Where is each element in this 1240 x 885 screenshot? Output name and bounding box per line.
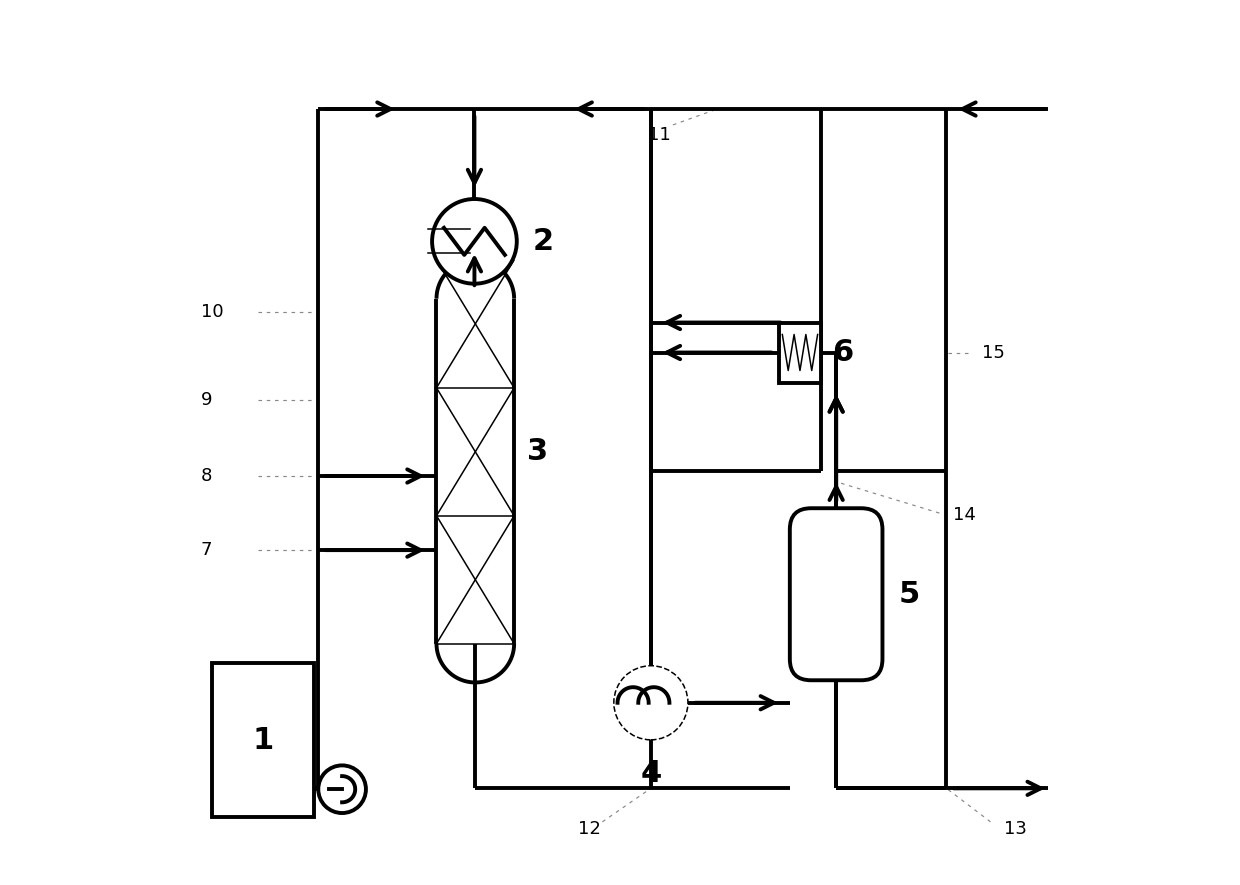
Circle shape [319,766,366,813]
Circle shape [614,666,688,740]
Text: 12: 12 [578,820,600,838]
Text: 8: 8 [201,467,212,485]
Text: 2: 2 [533,227,554,256]
Text: 10: 10 [201,303,223,321]
Text: 9: 9 [201,391,212,409]
Text: 1: 1 [253,726,274,755]
FancyBboxPatch shape [790,508,883,681]
Text: 7: 7 [201,541,212,559]
Text: 3: 3 [527,437,548,466]
Text: 4: 4 [640,759,661,789]
Text: 6: 6 [832,338,853,367]
Text: 15: 15 [982,343,1004,361]
Text: 5: 5 [898,580,920,609]
Text: 14: 14 [952,506,976,524]
Circle shape [432,199,517,284]
Text: 13: 13 [1003,820,1027,838]
Bar [779,322,821,382]
Text: 11: 11 [649,127,671,144]
Bar [212,663,314,818]
